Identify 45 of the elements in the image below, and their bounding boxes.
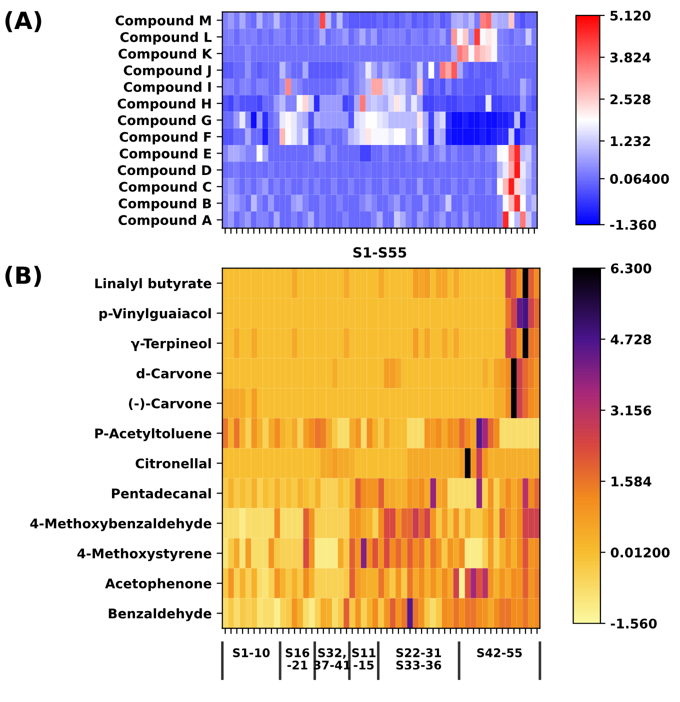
color-bar-label: 2.528: [610, 94, 650, 104]
y-tick-label: Acetophenone: [105, 578, 212, 592]
y-tick-label: Compound H: [118, 98, 211, 112]
y-tick-label: Compound J: [124, 65, 211, 78]
y-tick-label: γ-Terpineol: [131, 338, 211, 351]
color-bar-label: 3.156: [611, 405, 652, 416]
text: S22-31 S33-36: [396, 648, 442, 670]
color-bar-label: 4.728: [610, 334, 652, 344]
color-bar-label: 0.06400: [610, 174, 669, 184]
color-bar-label: 6.300: [610, 263, 652, 274]
y-tick-label: d-Carvone: [136, 368, 212, 378]
y-tick-label: 4-Methoxybenzaldehyde: [30, 518, 212, 532]
text: S11 -15: [352, 648, 376, 670]
y-tick-label: Pentadecanal: [112, 488, 211, 498]
text: S42-55: [477, 648, 522, 658]
y-tick-label: Compound I: [124, 82, 211, 95]
y-tick-label: P-Acetyltoluene: [95, 428, 212, 442]
text: S1-10: [233, 648, 270, 658]
y-tick-label: Compound D: [118, 164, 212, 178]
y-tick-label: 4-Methoxystyrene: [77, 548, 212, 562]
y-tick-label: Citronellal: [136, 458, 211, 468]
text: (B): [5, 266, 41, 287]
color-bar-label: -1.560: [610, 618, 657, 629]
y-tick-label: Compound G: [118, 115, 211, 128]
y-tick-label: Compound L: [120, 32, 212, 45]
y-tick-label: Compound K: [118, 48, 212, 62]
x-axis-title: S1-S55: [353, 247, 406, 258]
text: S16 -21: [286, 648, 310, 670]
color-bar-label: -1.360: [610, 220, 656, 230]
y-tick-label: Compound M: [116, 15, 211, 28]
text: (A): [5, 11, 42, 32]
color-bar-label: 1.584: [612, 476, 652, 486]
color-bar-label: 0.01200: [610, 548, 670, 558]
color-bar-label: 5.120: [610, 10, 651, 21]
y-tick-label: Compound C: [119, 182, 212, 194]
y-tick-label: p-Vinylguaiacol: [99, 308, 211, 322]
y-tick-label: Compound E: [120, 148, 211, 162]
color-bar-label: 3.824: [610, 52, 651, 62]
color-bar-label: 1.232: [610, 136, 650, 146]
y-tick-label: Compound A: [118, 214, 212, 228]
y-tick-label: Linalyl butyrate: [95, 278, 212, 292]
y-tick-label: Benzaldehyde: [108, 608, 212, 622]
y-tick-label: (-)-Carvone: [128, 398, 212, 410]
y-tick-label: Compound F: [120, 132, 211, 144]
y-tick-label: Compound B: [118, 198, 212, 211]
